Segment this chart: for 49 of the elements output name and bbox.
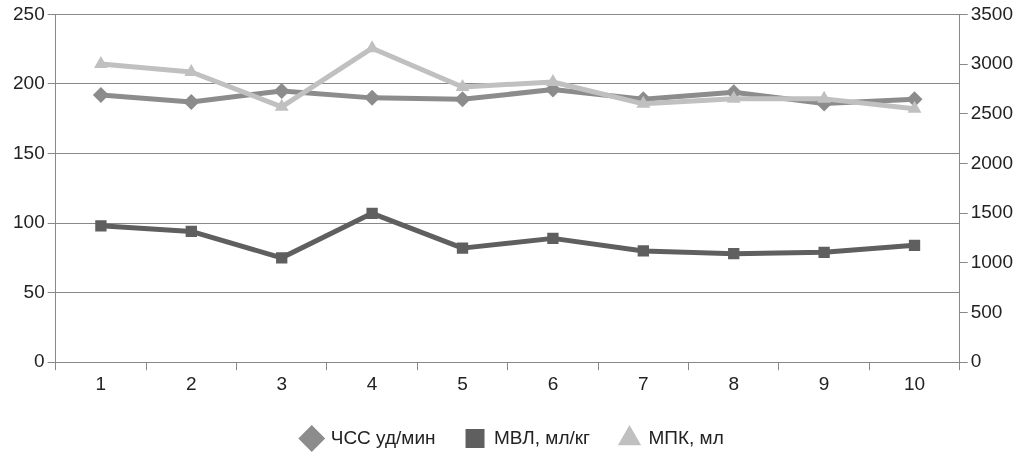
x-tick-label: 10 <box>903 372 926 394</box>
y2-tick-label: 3500 <box>970 2 1014 24</box>
y-tick-label: 0 <box>34 350 45 372</box>
x-tick-label: 2 <box>186 372 197 394</box>
point <box>636 95 651 108</box>
point <box>908 239 921 251</box>
legend-label: ЧСС уд/мин <box>330 426 436 448</box>
x-tick-label: 4 <box>366 372 378 394</box>
point <box>728 248 740 260</box>
point <box>95 220 107 232</box>
y-tick-label: 200 <box>13 72 45 94</box>
point <box>456 242 469 254</box>
point <box>726 90 741 103</box>
y2-tick-label: 0 <box>970 350 982 372</box>
point <box>907 100 922 113</box>
point <box>274 98 289 111</box>
y2-tick-label: 500 <box>970 300 1003 322</box>
point <box>366 207 378 219</box>
y-tick-label: 50 <box>23 280 45 302</box>
point <box>817 90 832 103</box>
y2-tick-label: 2000 <box>970 151 1014 173</box>
x-tick-label: 3 <box>276 372 287 394</box>
point <box>454 91 471 108</box>
point <box>183 94 200 111</box>
y2-tick-label: 1000 <box>970 251 1014 273</box>
x-tick-label: 8 <box>728 372 740 394</box>
x-tick-label: 6 <box>547 372 559 394</box>
point <box>93 56 108 69</box>
y-tick-label: 150 <box>13 141 45 163</box>
y2-tick-label: 2500 <box>970 102 1014 124</box>
point <box>545 73 560 86</box>
legend-label: МПК, мл <box>648 426 724 448</box>
y2-tick-label: 3000 <box>970 52 1014 74</box>
y2-tick-label: 1500 <box>970 201 1014 223</box>
point <box>637 245 649 257</box>
point <box>455 78 470 91</box>
point <box>818 246 830 258</box>
point <box>185 225 197 238</box>
y-tick-label: 250 <box>13 2 45 24</box>
point <box>276 252 288 264</box>
x-tick-label: 1 <box>95 372 107 394</box>
x-tick-label: 5 <box>457 372 468 394</box>
point <box>273 82 290 99</box>
legend-label: МВЛ, мл/кг <box>494 426 591 448</box>
x-tick-label: 7 <box>638 372 649 394</box>
x-tick-label: 9 <box>818 372 830 394</box>
point <box>92 87 109 104</box>
point <box>547 232 559 245</box>
y-tick-label: 100 <box>13 211 45 233</box>
